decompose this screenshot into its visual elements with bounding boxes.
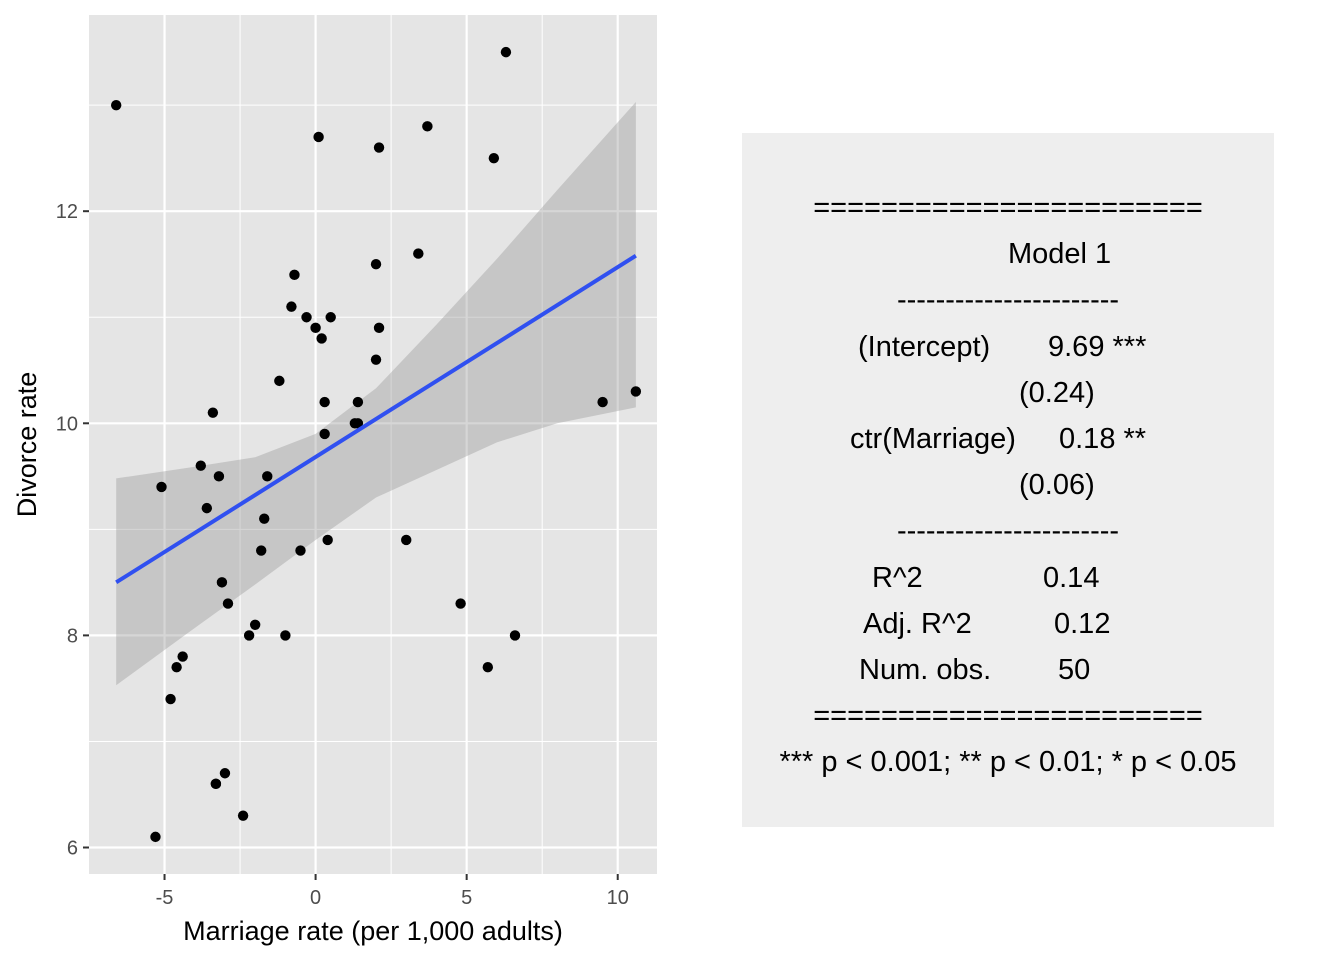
data-point xyxy=(352,418,364,429)
data-point xyxy=(249,619,261,630)
data-point xyxy=(509,630,521,641)
y-axis-label: Divorce rate xyxy=(12,372,42,518)
r2-value: 0.14 xyxy=(1043,561,1100,594)
marriage-se-row: (0.06) xyxy=(742,462,1274,508)
adjr2-row: Adj. R^2 0.12 xyxy=(742,601,1274,647)
data-point xyxy=(373,322,385,334)
chart-canvas: -5 0 5 10 6 8 10 12 Marriage rate (per 1,000 ad… xyxy=(12,15,657,946)
data-point xyxy=(210,778,222,790)
data-point xyxy=(422,121,433,132)
data-point xyxy=(413,248,424,259)
data-point xyxy=(201,502,213,514)
table-bottom-rule-row: ======================= xyxy=(742,693,1274,739)
marriage-se: (0.06) xyxy=(1019,469,1095,502)
marriage-label: ctr(Marriage) xyxy=(850,422,1016,455)
data-point xyxy=(280,630,291,641)
data-point xyxy=(370,354,382,365)
table-bottom-rule: ======================= xyxy=(813,700,1203,733)
data-point xyxy=(319,428,330,440)
plot-panel xyxy=(89,15,657,874)
data-point xyxy=(630,386,642,397)
data-point xyxy=(195,460,206,471)
x-tick-label: 5 xyxy=(461,887,472,909)
data-point xyxy=(262,471,273,482)
data-point xyxy=(500,46,512,58)
data-point xyxy=(319,396,330,408)
y-tick-label: 10 xyxy=(56,413,78,435)
data-point xyxy=(207,407,219,418)
r2-label: R^2 xyxy=(872,561,923,594)
table-top-rule-row: ======================= xyxy=(742,185,1274,231)
data-point xyxy=(177,651,188,662)
intercept-value: 9.69 *** xyxy=(1048,330,1147,363)
data-point xyxy=(488,152,500,164)
model-header: Model 1 xyxy=(1008,238,1112,271)
data-point xyxy=(301,312,312,323)
intercept-se: (0.24) xyxy=(1019,376,1095,409)
scatter-chart: -5 0 5 10 6 8 10 12 Marriage rate (per 1,000 ad… xyxy=(12,15,657,946)
marriage-value: 0.18 ** xyxy=(1059,422,1147,455)
data-point xyxy=(156,481,167,493)
data-point xyxy=(256,545,267,556)
data-point xyxy=(274,375,285,387)
data-point xyxy=(289,269,300,281)
minor-gridlines xyxy=(89,15,657,874)
x-tick-label: 0 xyxy=(310,887,321,909)
data-point xyxy=(401,534,412,546)
data-point xyxy=(150,831,161,843)
x-axis-label: Marriage rate (per 1,000 adults) xyxy=(183,916,563,946)
table-header-row: Model 1 xyxy=(742,231,1274,277)
nobs-row: Num. obs. 50 xyxy=(742,647,1274,693)
data-point xyxy=(286,301,297,312)
data-point xyxy=(313,131,324,143)
y-tick-label: 8 xyxy=(67,625,78,647)
x-tick-label: -5 xyxy=(156,887,174,909)
data-points xyxy=(110,46,642,843)
data-point xyxy=(310,322,321,334)
y-tick-label: 12 xyxy=(56,201,78,223)
data-point xyxy=(237,810,249,821)
data-point xyxy=(370,259,382,270)
data-point xyxy=(373,142,385,153)
data-point xyxy=(216,577,228,588)
data-point xyxy=(295,545,306,556)
data-point xyxy=(243,630,255,641)
axis-ticks: -5 0 5 10 6 8 10 12 xyxy=(56,201,629,909)
data-point xyxy=(482,662,494,673)
data-point xyxy=(352,396,364,408)
data-point xyxy=(322,534,333,546)
table-rule2: ----------------------- xyxy=(896,515,1120,548)
table-mid-rule-row: ----------------------- xyxy=(742,277,1274,323)
adjr2-value: 0.12 xyxy=(1054,607,1111,640)
intercept-label: (Intercept) xyxy=(858,330,991,363)
table-mid-rule: ----------------------- xyxy=(896,284,1120,317)
r2-row: R^2 0.14 xyxy=(742,555,1274,601)
data-point xyxy=(325,312,336,323)
intercept-se-row: (0.24) xyxy=(742,370,1274,416)
table-top-rule: ======================= xyxy=(813,192,1203,224)
adjr2-label: Adj. R^2 xyxy=(863,607,972,640)
y-tick-label: 6 xyxy=(67,837,78,859)
significance-footnote: *** p < 0.001; ** p < 0.01; * p < 0.05 xyxy=(779,746,1237,779)
data-point xyxy=(171,662,182,673)
data-point xyxy=(259,513,270,524)
table-rule2-row: ----------------------- xyxy=(742,508,1274,554)
footnote-row: *** p < 0.001; ** p < 0.01; * p < 0.05 xyxy=(742,739,1274,785)
data-point xyxy=(110,99,122,111)
marriage-row: ctr(Marriage) 0.18 ** xyxy=(742,416,1274,462)
nobs-label: Num. obs. xyxy=(859,653,992,686)
regression-line xyxy=(115,254,637,585)
data-point xyxy=(222,598,234,609)
data-point xyxy=(219,768,231,779)
intercept-row: (Intercept) 9.69 *** xyxy=(742,324,1274,370)
data-point xyxy=(316,333,327,344)
data-point xyxy=(597,396,608,408)
confidence-band xyxy=(116,101,636,686)
data-point xyxy=(455,598,466,609)
regression-table: ======================= Model 1 --------… xyxy=(742,133,1274,827)
nobs-value: 50 xyxy=(1058,653,1091,686)
data-point xyxy=(165,693,176,705)
x-tick-label: 10 xyxy=(607,887,629,909)
data-point xyxy=(213,471,225,482)
